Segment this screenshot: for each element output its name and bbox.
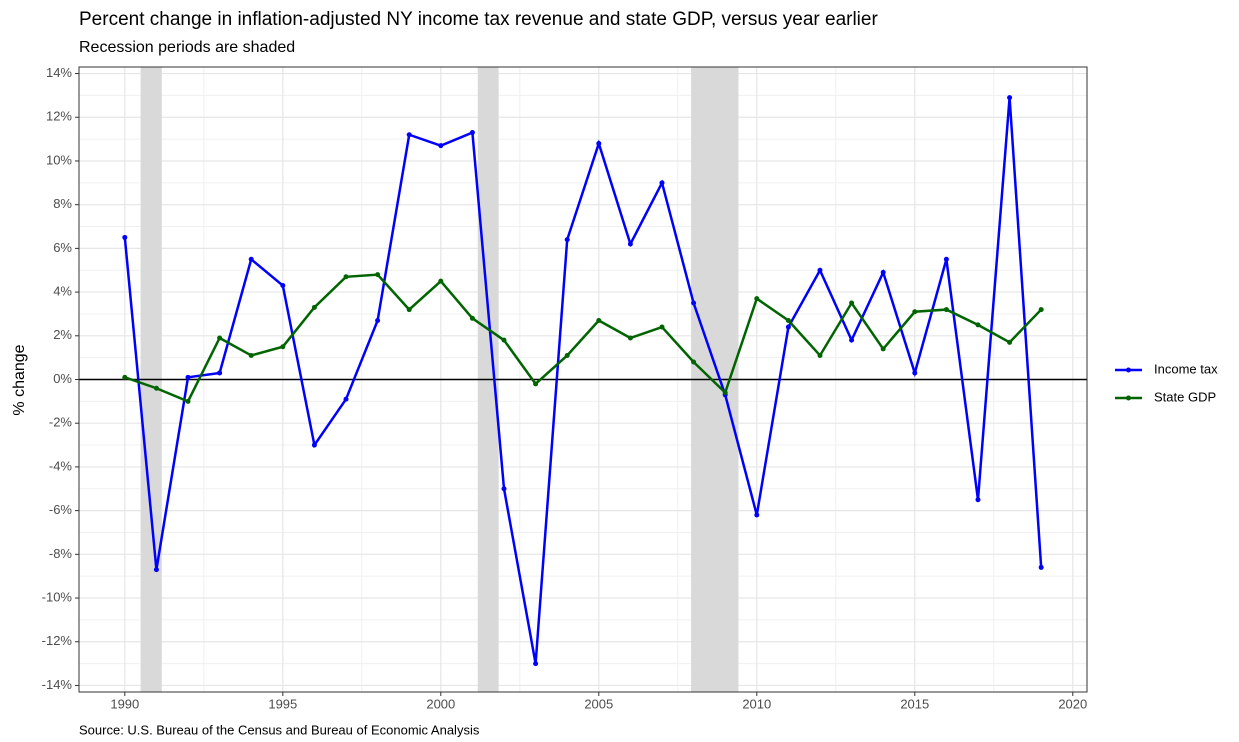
point [691, 300, 697, 306]
point [817, 267, 823, 273]
x-tick-label: 2015 [900, 696, 929, 711]
point [754, 512, 760, 518]
point [943, 256, 949, 262]
point [754, 296, 760, 302]
y-tick-label: -8% [49, 546, 73, 561]
x-tick-label: 2020 [1058, 696, 1087, 711]
point [311, 442, 317, 448]
legend-swatch-point [1126, 395, 1131, 401]
chart-title: Percent change in inflation-adjusted NY … [79, 9, 878, 30]
point [217, 370, 223, 376]
point [280, 344, 286, 350]
point [469, 130, 475, 136]
point [406, 132, 412, 138]
point [469, 315, 475, 321]
point [311, 304, 317, 310]
point [912, 370, 918, 376]
y-tick-label: -6% [49, 502, 73, 517]
x-tick-label: 2005 [584, 696, 613, 711]
x-tick-label: 1995 [268, 696, 297, 711]
y-tick-label: 0% [53, 371, 72, 386]
point [912, 309, 918, 315]
point [1007, 95, 1013, 101]
point [943, 307, 949, 313]
point [849, 300, 855, 306]
y-tick-label: 2% [53, 327, 72, 342]
legend-swatch-point [1126, 367, 1131, 373]
y-tick-label: 14% [46, 65, 72, 80]
x-tick-label: 2000 [426, 696, 455, 711]
point [659, 180, 665, 186]
point [1007, 339, 1013, 345]
point [722, 390, 728, 396]
legend-label: Income tax [1154, 361, 1218, 376]
y-tick-label: 4% [53, 284, 72, 299]
chart-subtitle: Recession periods are shaded [79, 39, 295, 56]
y-tick-label: -14% [42, 677, 73, 692]
point [880, 346, 886, 352]
y-tick-label: 8% [53, 196, 72, 211]
series-line [124, 273, 1043, 403]
point [975, 322, 981, 328]
point [406, 307, 412, 313]
point [438, 278, 444, 284]
series-line [123, 97, 1043, 664]
point [1038, 307, 1044, 313]
y-tick-label: 10% [46, 152, 72, 167]
y-tick-label: 6% [53, 240, 72, 255]
point [375, 317, 381, 323]
point [691, 359, 697, 365]
point [596, 140, 602, 146]
y-tick-label: -2% [49, 415, 73, 430]
point [153, 385, 159, 391]
y-tick-label: -4% [49, 458, 73, 473]
x-tick-label: 1990 [110, 696, 139, 711]
point [817, 352, 823, 358]
point [248, 256, 254, 262]
point [185, 374, 191, 380]
point [596, 317, 602, 323]
point [122, 374, 128, 380]
point [248, 352, 254, 358]
point [343, 274, 349, 280]
point [627, 241, 633, 247]
legend-label: State GDP [1154, 389, 1216, 404]
point [785, 317, 791, 323]
point [564, 352, 570, 358]
point [880, 269, 886, 275]
point [153, 567, 159, 573]
point [501, 337, 507, 343]
point [501, 486, 507, 492]
y-tick-label: -10% [42, 589, 73, 604]
point [849, 337, 855, 343]
point [785, 324, 791, 330]
point [659, 324, 665, 330]
point [975, 497, 981, 503]
point [122, 234, 128, 240]
point [564, 237, 570, 243]
point [1038, 564, 1044, 570]
x-tick-label: 2010 [742, 696, 771, 711]
point [217, 335, 223, 341]
y-axis-label: % change [11, 344, 28, 415]
point [375, 272, 381, 278]
point [343, 396, 349, 402]
point [627, 335, 633, 341]
y-tick-label: 12% [46, 109, 72, 124]
y-tick-label: -12% [42, 633, 73, 648]
point [533, 381, 539, 387]
panel-border [78, 66, 1088, 693]
point [533, 661, 539, 667]
caption: Source: U.S. Bureau of the Census and Bu… [79, 722, 480, 737]
point [185, 398, 191, 404]
point [438, 143, 444, 149]
point [280, 283, 286, 289]
